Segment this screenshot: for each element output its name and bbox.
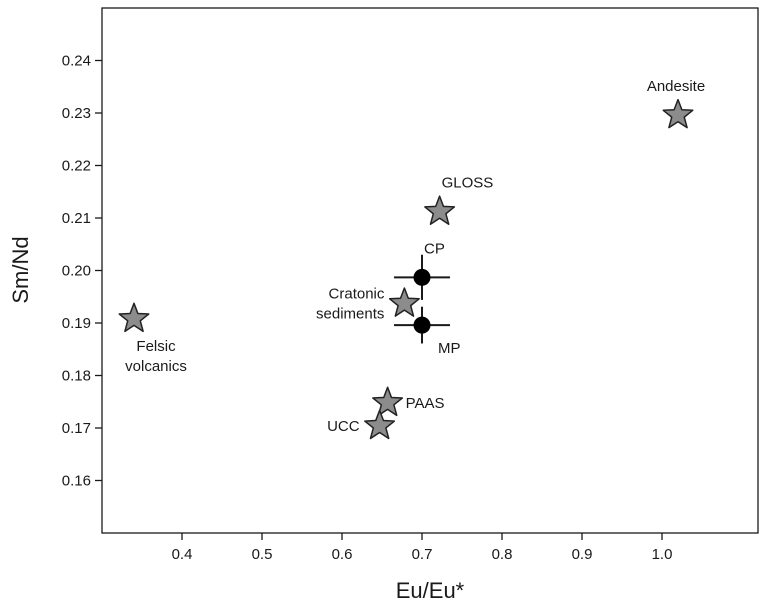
y-axis: 0.16 0.17 0.18 0.19 0.20 0.21 0.22 0.23 0.24: [62, 53, 102, 490]
star-paas: [372, 386, 404, 417]
label-felsic-volcanics: Felsic volcanics: [125, 338, 187, 375]
star-cratonic-sediments: [388, 287, 420, 317]
x-tick-label: 0.9: [572, 546, 593, 563]
y-axis-title: Sm/Nd: [8, 236, 33, 303]
x-axis: 0.4 0.5 0.6 0.7 0.8 0.9 1.0: [172, 533, 673, 563]
star-andesite: [662, 98, 694, 129]
label-cratonic-sediments: Cratonic sediments: [316, 286, 385, 323]
label-ucc: UCC: [327, 418, 360, 435]
star-ucc: [364, 409, 396, 440]
y-tick-label: 0.16: [62, 473, 91, 490]
star-gloss: [424, 195, 456, 225]
x-tick-label: 1.0: [652, 546, 673, 563]
label-gloss: GLOSS: [442, 175, 494, 192]
x-axis-title: Eu/Eu*: [396, 578, 465, 603]
y-tick-label: 0.20: [62, 263, 91, 280]
star-felsic-volcanics: [118, 302, 150, 333]
label-paas: PAAS: [406, 395, 445, 412]
x-tick-label: 0.8: [492, 546, 513, 563]
y-tick-label: 0.22: [62, 158, 91, 175]
x-tick-label: 0.4: [172, 546, 193, 563]
x-tick-label: 0.6: [332, 546, 353, 563]
label-line: sediments: [316, 306, 384, 323]
label-andesite: Andesite: [647, 78, 705, 95]
y-tick-label: 0.23: [62, 105, 91, 122]
y-tick-label: 0.19: [62, 315, 91, 332]
point-cp: [413, 268, 431, 286]
x-tick-label: 0.7: [412, 546, 433, 563]
data-marks: Andesite GLOSS Cratonic sediments Felsic volc…: [118, 78, 705, 440]
label-cp: CP: [424, 240, 445, 257]
y-tick-label: 0.18: [62, 368, 91, 385]
label-line: Cratonic: [329, 286, 385, 303]
x-tick-label: 0.5: [252, 546, 273, 563]
y-tick-label: 0.21: [62, 210, 91, 227]
y-tick-label: 0.24: [62, 53, 91, 70]
label-line: Felsic: [136, 338, 176, 355]
label-mp: MP: [438, 340, 461, 357]
y-tick-label: 0.17: [62, 420, 91, 437]
label-line: volcanics: [125, 358, 187, 375]
point-mp: [413, 316, 431, 334]
